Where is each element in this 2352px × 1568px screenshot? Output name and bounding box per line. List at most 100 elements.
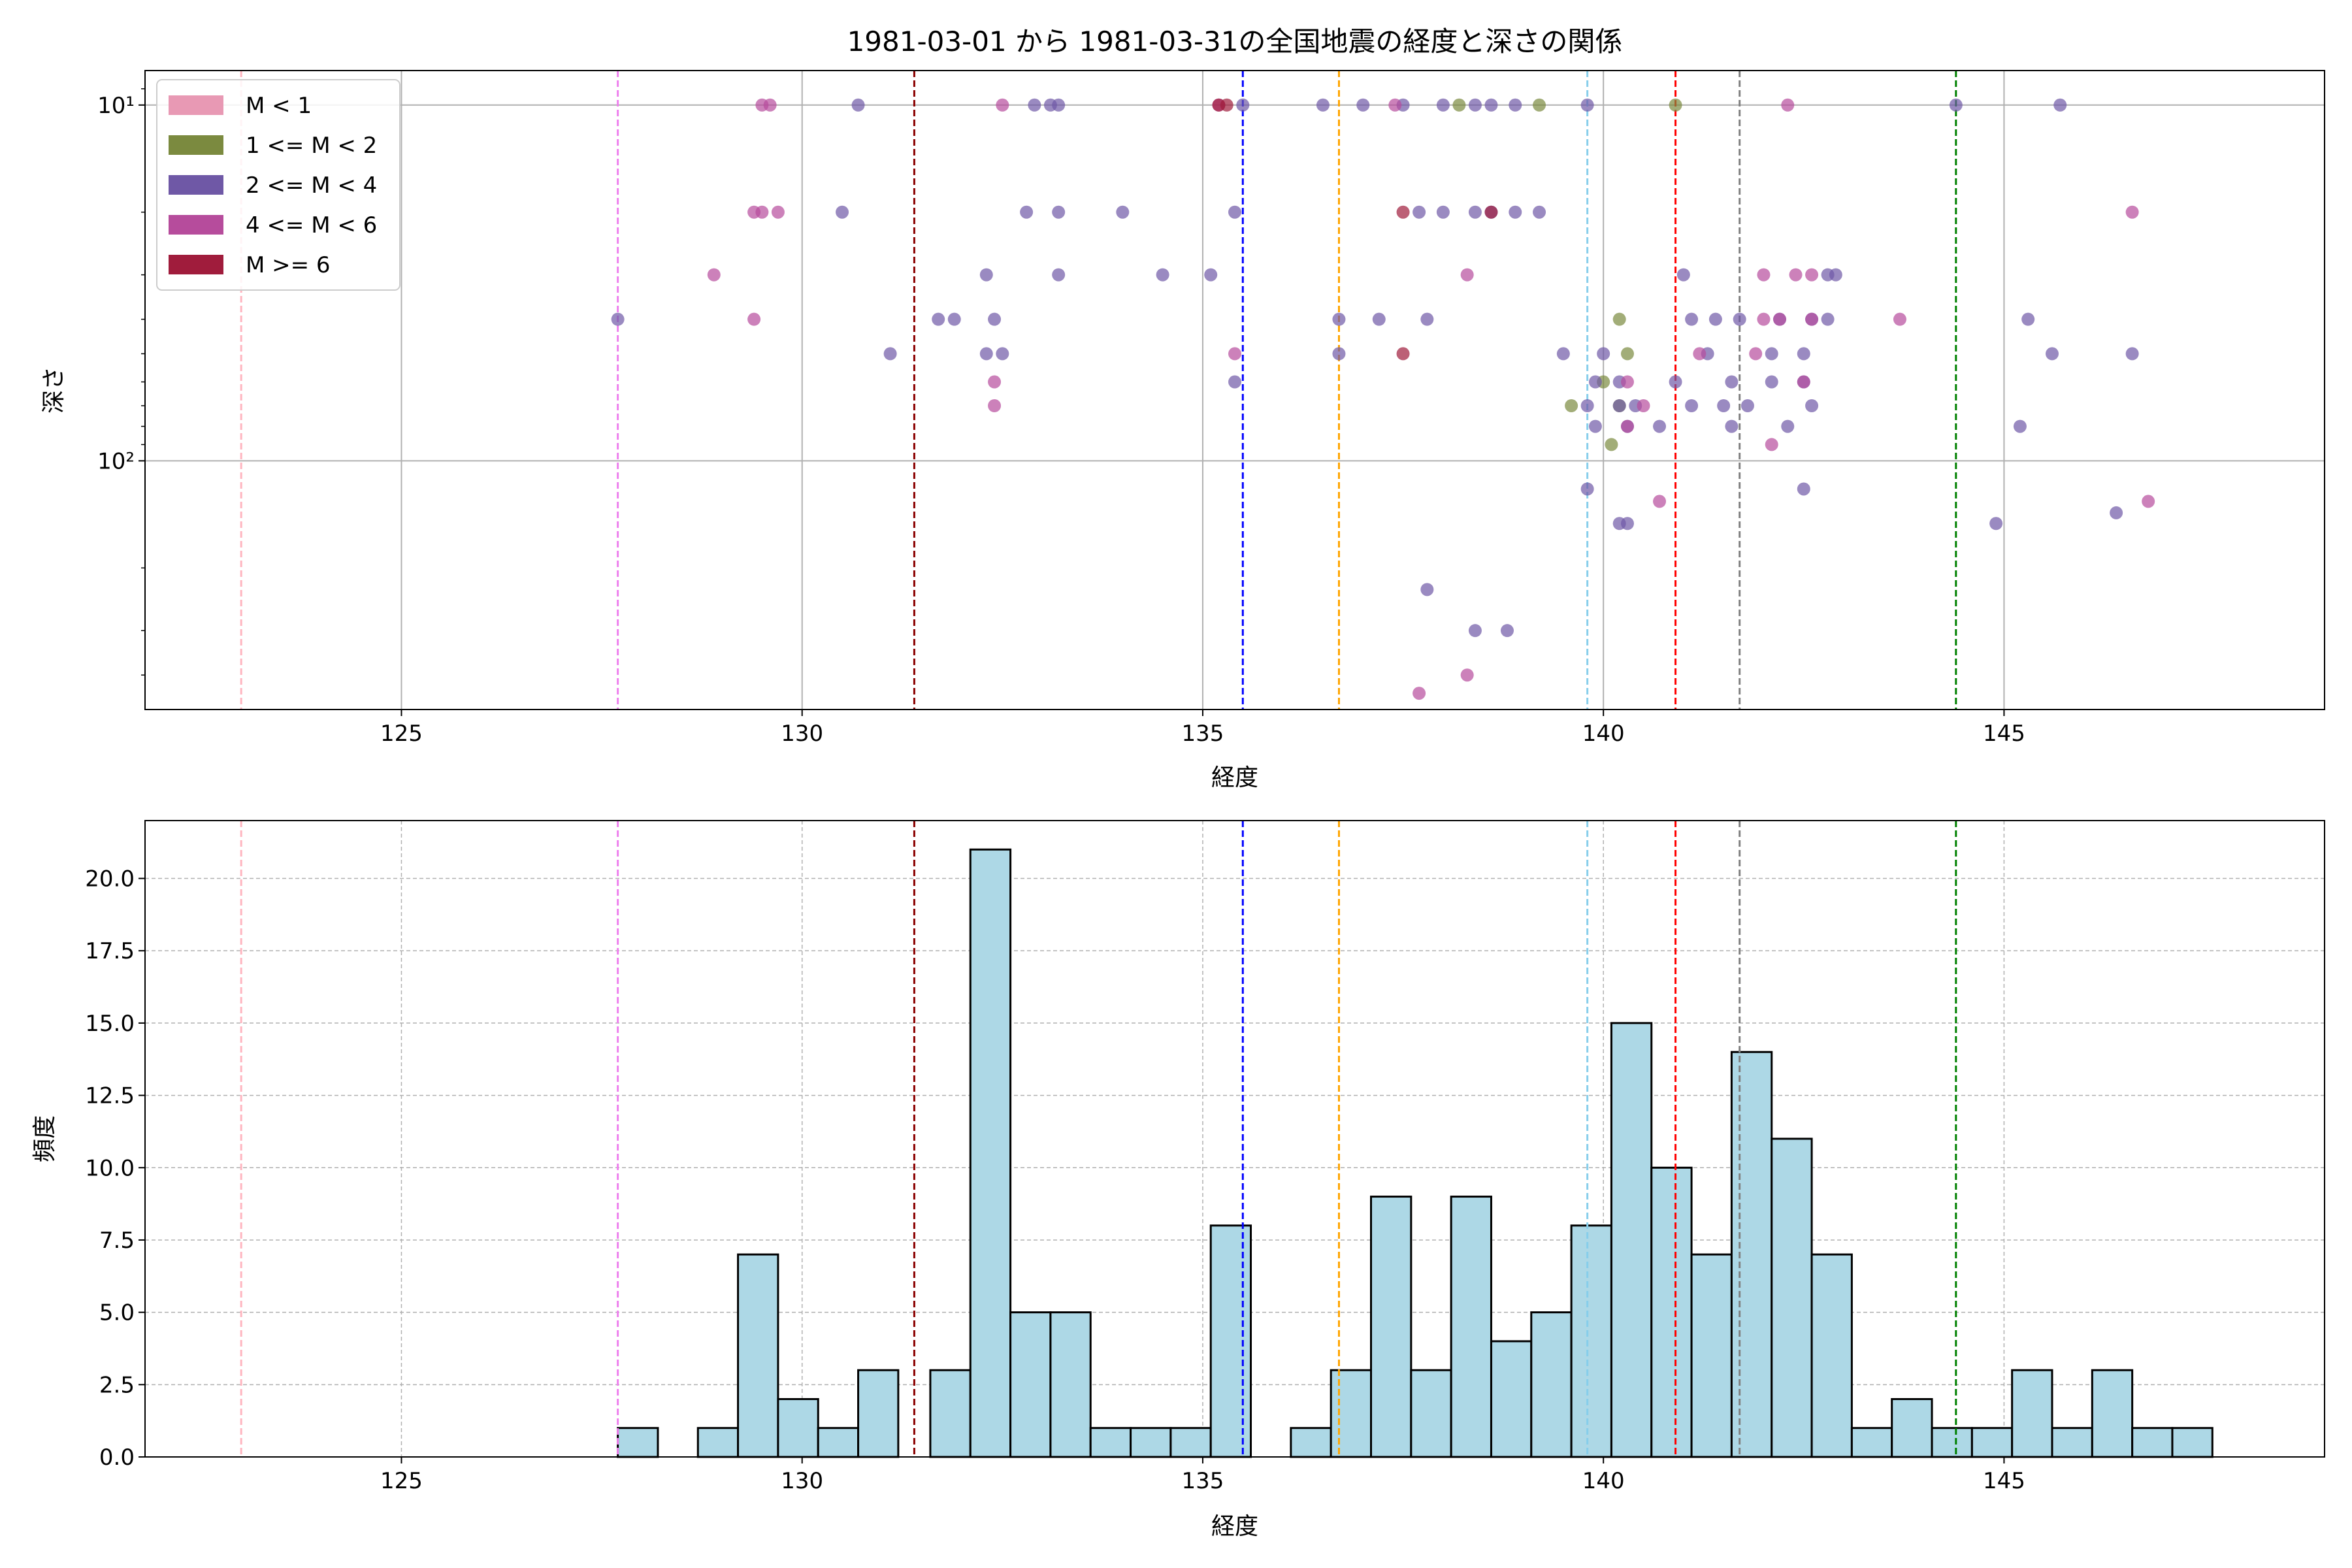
scatter-point <box>883 347 897 361</box>
scatter-point <box>2046 347 2059 361</box>
scatter-point <box>1637 399 1650 412</box>
histogram-bar <box>969 848 1012 1458</box>
scatter-point <box>1028 98 1041 112</box>
scatter-point <box>1685 312 1699 326</box>
scatter-point <box>1020 205 1034 219</box>
histogram-bars <box>617 848 2213 1458</box>
histogram-bar <box>1970 1427 2014 1458</box>
scatter-point <box>1580 399 1594 412</box>
scatter-point <box>851 98 865 112</box>
histogram-y-axis-label: 頻度 <box>31 1115 58 1162</box>
scatter-point <box>1484 205 1498 219</box>
scatter-point <box>1388 98 1402 112</box>
histogram-bar <box>1290 1427 1332 1458</box>
scatter-point <box>2125 205 2139 219</box>
x-tick-label: 130 <box>781 721 823 747</box>
scatter-point <box>2053 98 2067 112</box>
histogram-grid <box>145 821 2325 1458</box>
histogram-bar <box>617 1427 659 1458</box>
histogram-bar <box>1730 1051 1773 1458</box>
scatter-point <box>1749 347 1763 361</box>
scatter-point <box>1396 205 1410 219</box>
histogram-bar <box>1370 1196 1413 1458</box>
scatter-point <box>1725 419 1739 433</box>
scatter-point <box>1588 419 1602 433</box>
scatter-point <box>1757 312 1771 326</box>
legend-swatch <box>169 215 223 235</box>
histogram-x-axis-label: 経度 <box>1211 1513 1258 1540</box>
scatter-point <box>1501 624 1514 638</box>
scatter-point <box>1228 205 1241 219</box>
x-tick-label: 125 <box>380 721 423 747</box>
scatter-point <box>1789 268 1803 282</box>
scatter-plot: 125 130 135 140 145 10¹ 10² 経度 深さ M < 1 1 <= M … <box>41 70 2325 791</box>
scatter-point <box>771 205 785 219</box>
y-tick-label: 12.5 <box>85 1083 135 1109</box>
histogram-bar <box>1810 1253 1853 1458</box>
scatter-point <box>2125 347 2139 361</box>
histogram-bar <box>2011 1369 2053 1458</box>
scatter-point <box>1533 98 1546 112</box>
histogram-bar <box>1931 1427 1973 1458</box>
legend-label: M >= 6 <box>246 252 331 278</box>
scatter-point <box>1805 268 1819 282</box>
histogram-bar <box>777 1397 819 1458</box>
scatter-point <box>1740 399 1754 412</box>
legend-label: 1 <= M < 2 <box>246 133 377 159</box>
histogram-bar <box>1850 1427 1893 1458</box>
scatter-point <box>1204 268 1218 282</box>
scatter-point <box>1821 312 1835 326</box>
scatter-point <box>1765 347 1778 361</box>
scatter-point <box>2110 506 2123 519</box>
histogram-bar <box>1169 1427 1212 1458</box>
histogram: 125 130 135 140 145 0.0 2.5 5.0 7.5 10.0 12.5 15.0 1… <box>31 820 2325 1540</box>
scatter-point <box>1725 375 1739 389</box>
scatter-point <box>1773 312 1786 326</box>
scatter-point <box>979 347 993 361</box>
scatter-point <box>1509 205 1522 219</box>
scatter-x-axis-label: 経度 <box>1211 764 1258 791</box>
x-tick-label: 140 <box>1582 721 1625 747</box>
histogram-frame <box>144 820 2325 1458</box>
scatter-point <box>1220 98 1233 112</box>
histogram-bar <box>2131 1427 2174 1458</box>
histogram-bar <box>737 1253 779 1458</box>
histogram-bar <box>1570 1224 1612 1458</box>
histogram-bar <box>1410 1369 1452 1458</box>
histogram-bar <box>1690 1253 1733 1458</box>
scatter-point <box>988 399 1002 412</box>
scatter-point <box>1316 98 1330 112</box>
y-tick-label: 0.0 <box>99 1445 135 1471</box>
x-tick-label: 140 <box>1582 1468 1625 1494</box>
x-tick-label: 145 <box>1983 1468 2025 1494</box>
scatter-point <box>1228 347 1241 361</box>
y-tick-label: 5.0 <box>99 1300 135 1326</box>
scatter-point <box>1396 347 1410 361</box>
legend-label: 4 <= M < 6 <box>246 212 377 238</box>
chart-title: 1981-03-01 から 1981-03-31の全国地震の経度と深さの関係 <box>847 25 1623 57</box>
histogram-bar <box>857 1369 900 1458</box>
scatter-point <box>1580 482 1594 496</box>
histogram-bar <box>1530 1311 1573 1458</box>
scatter-point <box>1436 98 1450 112</box>
scatter-point <box>1597 347 1610 361</box>
scatter-point <box>1484 98 1498 112</box>
y-tick-label: 7.5 <box>99 1228 135 1254</box>
histogram-bar <box>1130 1427 1172 1458</box>
scatter-y-axis-label: 深さ <box>41 367 67 414</box>
scatter-point <box>1669 375 1682 389</box>
x-tick-label: 135 <box>1181 1468 1224 1494</box>
scatter-point <box>1452 98 1466 112</box>
scatter-point <box>1797 347 1810 361</box>
scatter-point <box>1236 98 1250 112</box>
scatter-point <box>1556 347 1570 361</box>
scatter-point <box>1436 205 1450 219</box>
scatter-point <box>1717 399 1731 412</box>
scatter-point <box>1653 495 1667 508</box>
scatter-point <box>1332 347 1346 361</box>
histogram-bar <box>929 1369 972 1458</box>
scatter-point <box>1805 399 1819 412</box>
scatter-reference-lines <box>240 71 1957 710</box>
scatter-point <box>1588 375 1602 389</box>
